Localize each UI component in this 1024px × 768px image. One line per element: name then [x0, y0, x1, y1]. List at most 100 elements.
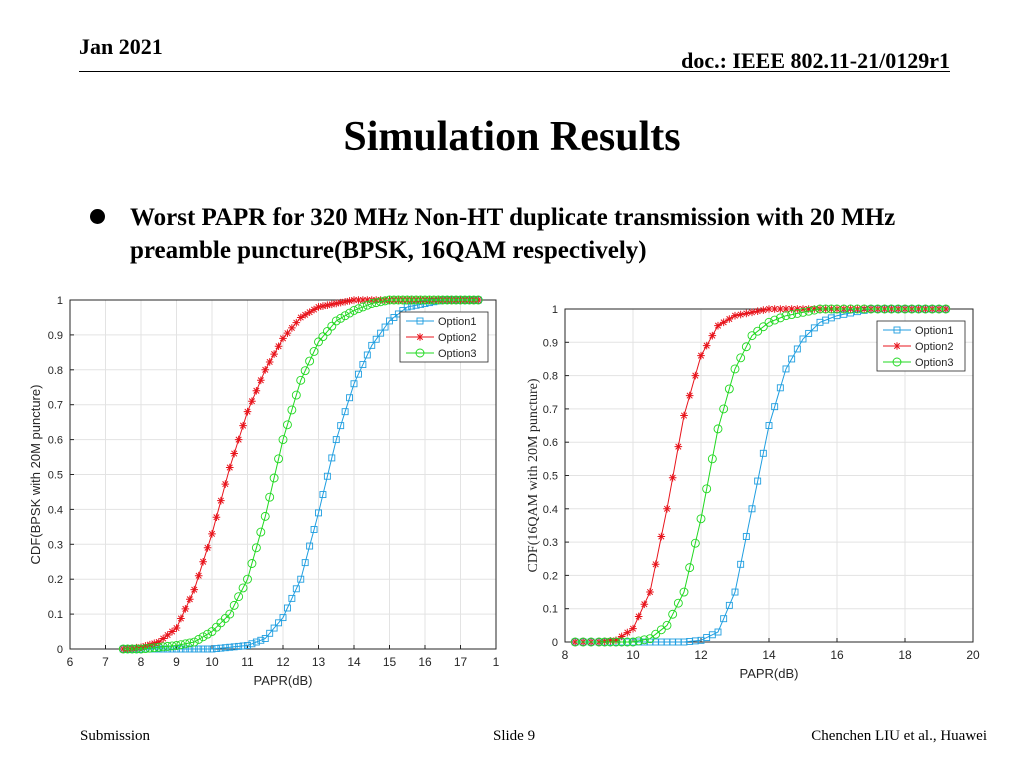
x-tick-label: 7	[102, 655, 109, 669]
series-point	[469, 295, 479, 305]
series-point	[248, 397, 256, 406]
series-point	[163, 631, 172, 639]
series-point	[239, 421, 247, 430]
legend: Option1 Option2 Option3	[876, 320, 966, 372]
series-point	[212, 513, 221, 522]
series-point	[314, 303, 323, 311]
chart-16qam: 8 10 12 14 16 18 20 0 0.1 0.2 0.3 0.4 0.5 0.6 0.7 0.8 0.…	[526, 304, 980, 681]
series-point	[393, 295, 403, 305]
series-point	[742, 309, 751, 318]
series-point	[132, 643, 141, 652]
series-point	[380, 296, 390, 306]
series-point	[288, 594, 296, 602]
series-point	[306, 542, 314, 550]
series-point	[742, 533, 750, 541]
legend: Option1 Option2 Option3	[399, 311, 489, 363]
series-point	[310, 526, 318, 533]
series-point	[622, 637, 632, 647]
series-point	[145, 643, 155, 653]
series-point	[234, 592, 244, 602]
y-tick-label: 0.2	[48, 574, 63, 586]
y-tick-label: 0.4	[48, 504, 63, 516]
series-point	[251, 543, 261, 553]
x-tick-label: 16	[830, 648, 844, 662]
series-point	[776, 305, 785, 313]
series-point	[234, 435, 243, 444]
series-point	[775, 313, 785, 323]
series-point	[416, 295, 426, 305]
x-tick-label: 12	[694, 648, 708, 662]
series-point	[358, 302, 368, 312]
series-point	[296, 313, 305, 322]
series-point	[473, 295, 483, 305]
series-point	[617, 632, 626, 641]
y-tick-label: 0	[552, 637, 558, 649]
series-point	[389, 295, 399, 305]
series-point	[266, 629, 274, 637]
series-point	[645, 634, 655, 644]
series-point	[203, 543, 212, 552]
series-point	[799, 305, 807, 313]
series-point	[759, 449, 767, 457]
series-point	[176, 640, 186, 650]
series-point	[748, 308, 756, 317]
series-point	[799, 335, 807, 343]
x-tick-label: 13	[312, 655, 326, 669]
series-point	[368, 341, 376, 349]
series-point	[810, 324, 818, 332]
series-point	[274, 342, 283, 351]
series-point	[617, 637, 627, 647]
series-point	[363, 351, 371, 359]
series-point	[341, 408, 349, 416]
series-point	[221, 644, 229, 652]
series-point	[172, 641, 181, 650]
series-point	[646, 588, 654, 596]
series-point	[398, 295, 408, 305]
series-point	[748, 505, 756, 513]
series-point	[787, 310, 797, 319]
series-point	[185, 638, 195, 648]
y-tick-label: 0.1	[543, 604, 558, 616]
series-point	[420, 295, 430, 305]
y-tick-label: 0.8	[48, 365, 63, 377]
series-point	[460, 295, 470, 305]
x-tick-label: 9	[173, 655, 180, 669]
series-point	[713, 424, 723, 434]
series-point	[350, 296, 358, 304]
series-point	[332, 436, 340, 444]
series-point	[846, 304, 856, 314]
series-point	[805, 329, 813, 337]
series-point	[674, 442, 683, 451]
x-tick-label: 10	[626, 648, 640, 662]
series-point	[132, 644, 142, 654]
y-tick-label: 0.5	[543, 471, 558, 483]
series-point	[415, 348, 425, 358]
series-point	[673, 598, 683, 608]
series-point	[690, 538, 700, 548]
series-point	[792, 308, 802, 318]
series-point	[611, 637, 621, 647]
y-axis-label: CDF(BPSK with 20M puncture)	[28, 385, 43, 565]
series-point	[880, 304, 890, 314]
series-point	[310, 305, 318, 314]
series-point	[456, 295, 465, 305]
series-point	[265, 492, 275, 502]
chart-bpsk: 6 7 8 9 10 11 12 13 14 15 16 17 100.10.20.30.40.50.6…	[28, 295, 500, 688]
series-point	[323, 301, 332, 310]
legend-label: Option3	[438, 348, 477, 360]
y-tick-label: 0.1	[48, 609, 63, 621]
series-point	[337, 422, 345, 430]
series-point	[793, 345, 801, 353]
series-point	[771, 403, 779, 411]
series-point	[270, 624, 278, 632]
series-point	[663, 505, 671, 513]
series-point	[194, 571, 203, 580]
legend-label: Option3	[915, 357, 954, 369]
series-point	[662, 620, 672, 630]
series-point	[386, 317, 393, 325]
series-point	[798, 307, 808, 317]
series-point	[331, 316, 341, 326]
series-point	[747, 331, 757, 341]
header-divider	[79, 71, 950, 72]
series-point	[155, 645, 163, 653]
